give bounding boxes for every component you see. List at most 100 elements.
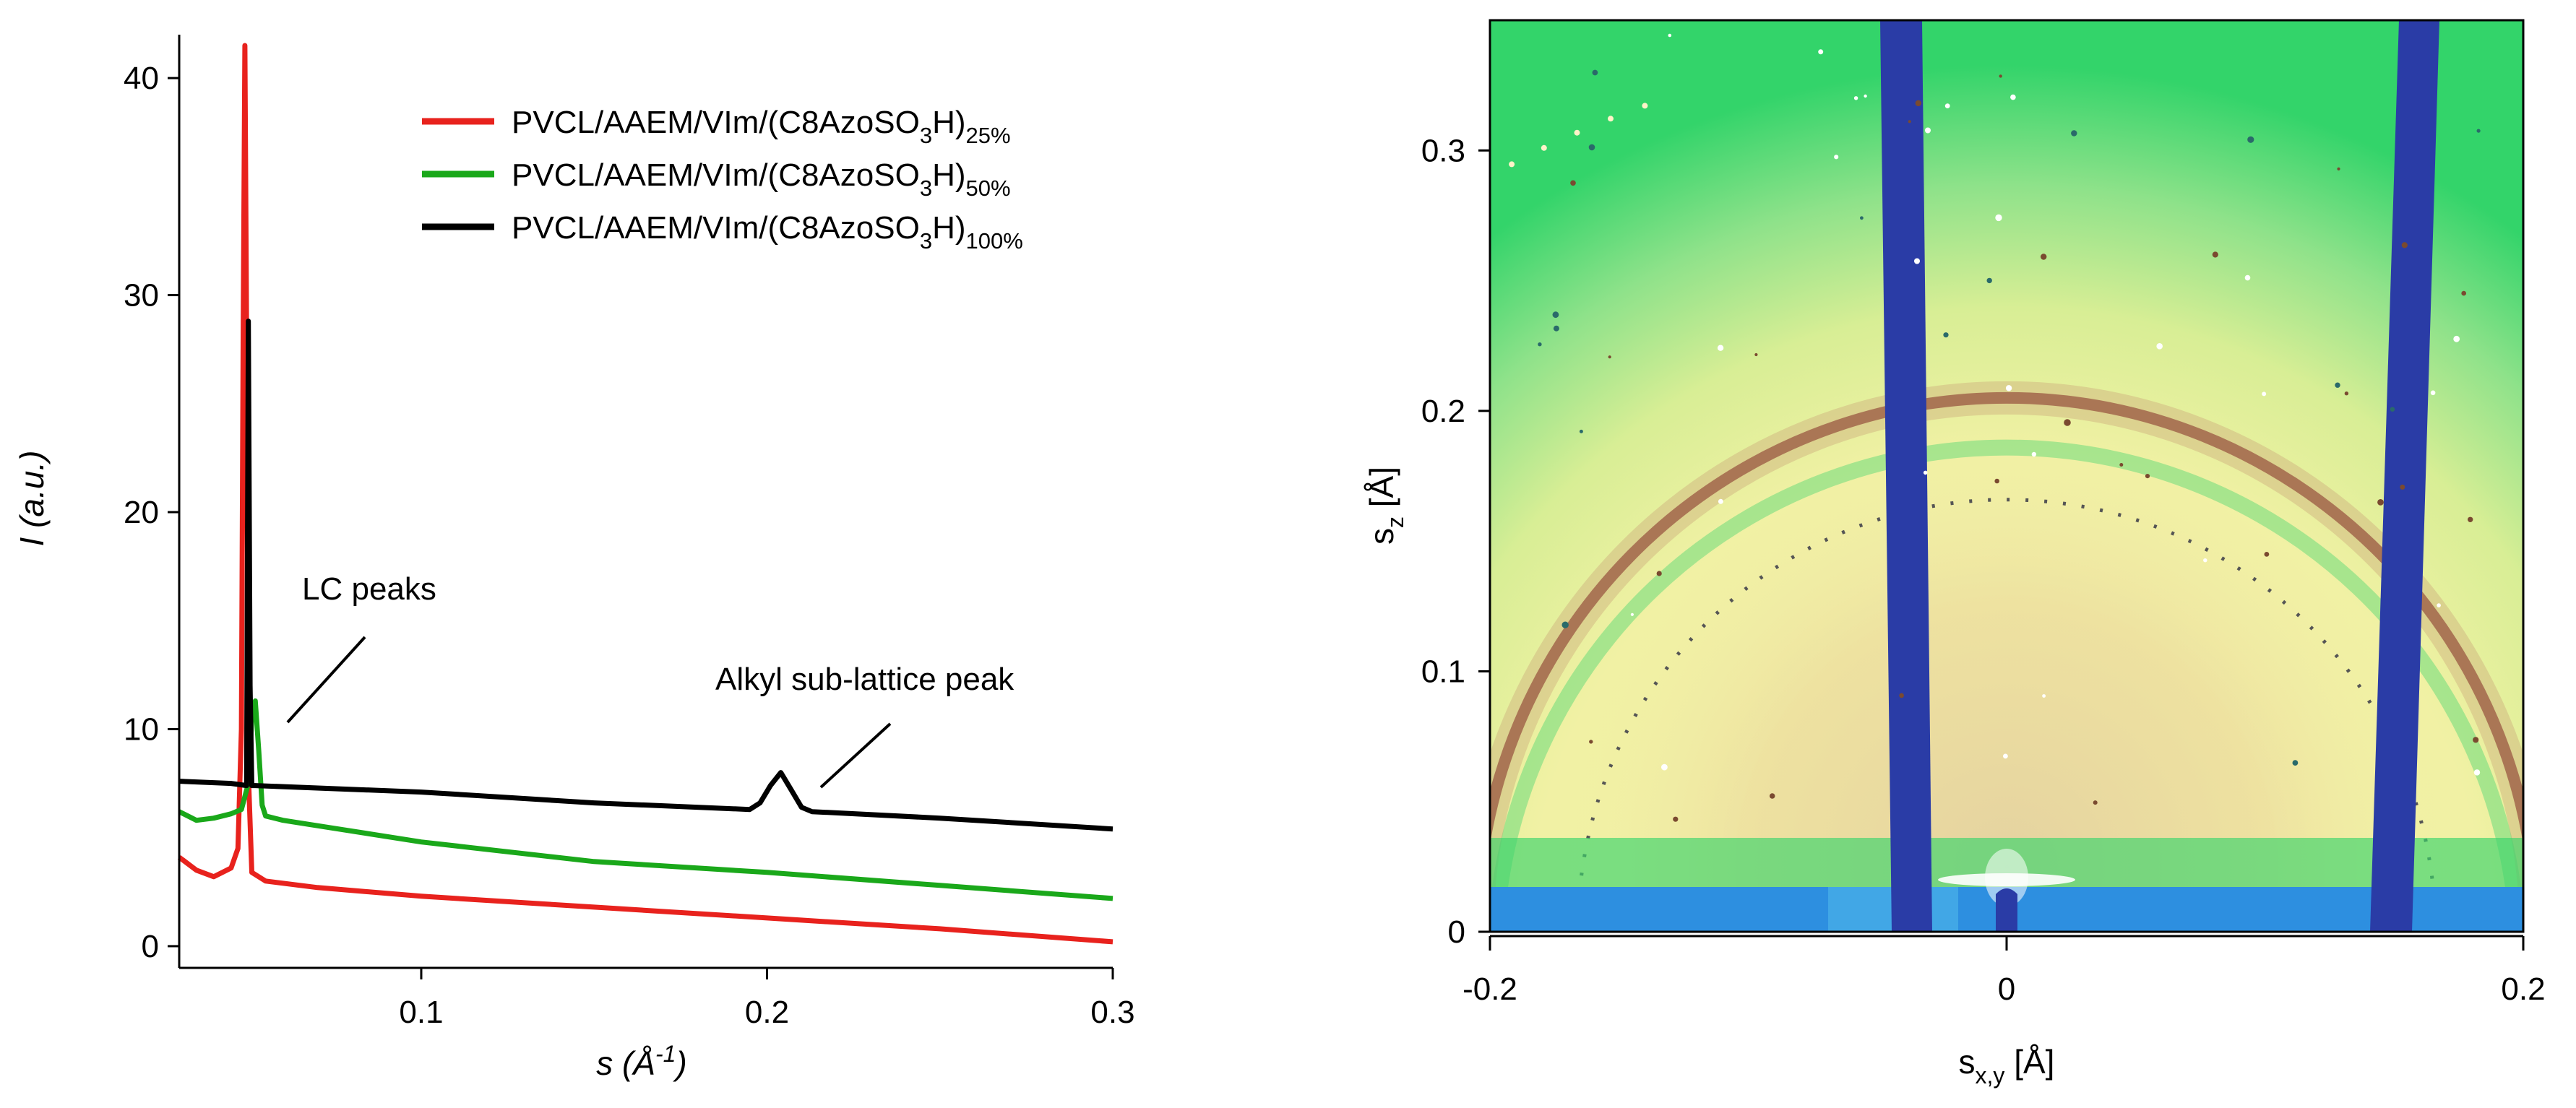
speckle [2005,385,2012,391]
speckle [1416,217,1422,222]
speckle [2264,552,2270,557]
speckle [1944,103,1950,109]
left-y-tick-label: 10 [124,711,159,747]
speckle [1477,179,1483,185]
direct-beam-glow [1985,849,2028,906]
speckle [1541,144,1547,151]
right-x-tick-label: -0.2 [1463,971,1517,1007]
speckle [1943,332,1949,338]
left-y-tick-label: 30 [124,278,159,313]
speckle [1642,103,1648,109]
speckle [2156,343,2163,350]
legend-entry-50: PVCL/AAEM/VIm/(C8AzoSO3H)50% [512,157,1011,201]
speckle [2145,474,2150,479]
speckle [2041,254,2047,260]
legend-entry-25: PVCL/AAEM/VIm/(C8AzoSO3H)25% [512,105,1011,148]
speckle [1114,550,1120,556]
beamstop-center [1996,888,2017,932]
right-y-axis-label: sz [Å] [1363,467,1408,545]
speckle [1509,161,1515,168]
speckle [1717,345,1724,351]
speckle [2003,753,2008,759]
speckle [1668,33,1672,38]
speckle [1579,429,1583,433]
left-y-tick-label: 20 [124,495,159,530]
left-line-chart: 0 10 20 30 40 0.1 0.2 0.3 PVCL/AAEM/VIm/(C8Azo… [13,35,1135,1082]
speckle [1331,281,1337,287]
speckle [1447,197,1452,203]
heatmap-warm-core [1490,20,2523,932]
speckle [2262,391,2267,397]
speckle [1818,49,1824,55]
annotation-alkyl-pointer [819,722,892,789]
speckle [2476,129,2481,133]
speckle [2473,737,2479,743]
reflection-speckles [1114,33,2481,822]
speckle [1304,305,1310,311]
speckle [1149,491,1155,497]
annotation-lc-peaks: LC peaks [302,571,436,607]
speckle [1656,571,1662,576]
left-y-tick-label: 0 [142,929,159,964]
speckle [1187,434,1193,440]
speckle [1853,96,1858,100]
speckle [1860,216,1864,220]
speckle [1279,329,1285,334]
right-y-tick-label: 0.1 [1421,654,1465,689]
annotation-lc-peaks-pointer [286,636,366,724]
legend: PVCL/AAEM/VIm/(C8AzoSO3H)25% PVCL/AAEM/V… [422,105,1023,254]
speckle [1592,69,1598,76]
speckle [1570,180,1576,186]
right-x-tick-label: 0.2 [2501,971,2545,1007]
speckle [2212,251,2218,258]
speckle [1608,355,1611,359]
speckle [1754,352,1758,357]
speckle [2244,274,2251,281]
speckle [2473,769,2481,776]
speckle [1834,155,1839,160]
outer-arc [1490,439,2523,932]
speckle [1254,354,1260,360]
speckle [2401,242,2408,248]
speckle [1864,94,1867,98]
speckle [2377,499,2384,506]
left-x-tick-label: 0.2 [745,995,789,1030]
right-x-ticks: -0.2 0 0.2 [1463,936,2546,1007]
beamstop-left [1880,20,1932,932]
speckle [2344,391,2349,396]
speckle [1553,325,1559,332]
speckle [1718,498,1723,504]
speckle [2071,130,2077,137]
series-line-1 [178,698,1113,901]
speckle [1661,763,1668,771]
speckle [2010,94,2016,100]
speckle [1168,462,1173,468]
speckle [2335,382,2340,388]
speckle [1908,120,1911,124]
legend-entry-100: PVCL/AAEM/VIm/(C8AzoSO3H)100% [512,210,1023,254]
right-y-ticks: 0 0.1 0.2 0.3 [1421,133,1490,950]
speckle [2430,390,2436,396]
speckle [1999,74,2002,78]
series-line-2 [178,319,1113,832]
speckle [2031,451,2037,457]
speckle [1552,311,1559,319]
speckle [2042,694,2046,698]
speckle [1589,740,1593,744]
speckle [1574,129,1580,136]
speckle [1538,342,1542,347]
speckle [2093,800,2098,805]
speckle [1588,144,1595,151]
right-x-tick-label: 0 [1998,971,2015,1007]
speckle [2390,407,2395,412]
speckle [1608,116,1614,122]
diffraction-ring-halo [1490,381,2523,932]
speckle [2337,167,2340,170]
speckle [1358,259,1364,264]
annotation-alkyl-peak: Alkyl sub-lattice peak [715,662,1015,697]
speckle [1231,380,1237,386]
speckle [2292,760,2299,766]
speckle [1914,258,1920,264]
right-heatmap: 0 0.1 0.2 0.3 -0.2 0 0.2 sx,y [Å] sz [Å] [1114,19,2546,1088]
speckle [1131,521,1137,527]
